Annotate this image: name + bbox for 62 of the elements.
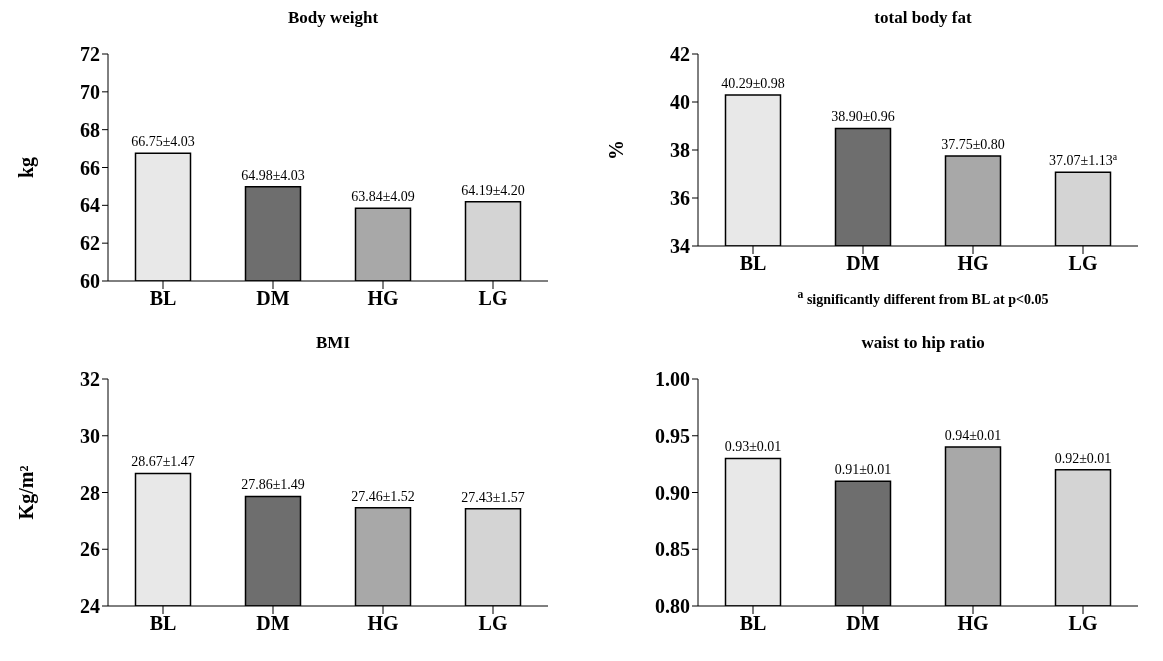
- data-label: 0.93±0.01: [724, 439, 782, 455]
- chart-title: Body weight: [287, 8, 379, 27]
- chart-title: BMI: [316, 333, 350, 352]
- y-tick-label: 70: [80, 80, 100, 103]
- y-axis-title: kg: [15, 156, 39, 179]
- y-tick-label: 64: [80, 194, 100, 217]
- data-label: 38.90±0.96: [831, 109, 895, 125]
- x-tick-label: LG: [478, 287, 508, 310]
- x-tick-label: DM: [846, 252, 880, 275]
- x-tick-label: BL: [149, 612, 177, 635]
- y-tick-label: 40: [670, 91, 690, 114]
- x-tick-label: DM: [256, 612, 290, 635]
- x-tick-label: LG: [1068, 252, 1098, 275]
- y-tick-label: 34: [670, 235, 690, 258]
- y-tick-label: 68: [80, 118, 100, 141]
- x-tick-label: HG: [367, 612, 399, 635]
- y-tick-label: 26: [80, 538, 100, 561]
- chart-title: waist to hip ratio: [861, 333, 985, 352]
- data-label: 64.98±4.03: [241, 167, 305, 183]
- data-label: 27.43±1.57: [461, 489, 525, 505]
- y-tick-label: 62: [80, 232, 100, 255]
- data-label: 27.46±1.52: [351, 488, 415, 504]
- text: $^{a}$ significantly different from BL at p<0.05: [797, 288, 1049, 307]
- x-tick-label: HG: [957, 252, 989, 275]
- data-label: 0.94±0.01: [944, 428, 1002, 444]
- y-tick-label: 0.95: [655, 424, 690, 447]
- y-tick-label: 32: [80, 368, 100, 391]
- x-tick-label: LG: [1068, 612, 1098, 635]
- x-tick-label: HG: [957, 612, 989, 635]
- data-label: 28.67±1.47: [131, 454, 195, 470]
- data-label: 66.75±4.03: [131, 134, 195, 150]
- data-label: 64.19±4.20: [461, 182, 525, 198]
- x-tick-label: BL: [149, 287, 177, 310]
- x-tick-label: BL: [739, 252, 767, 275]
- x-tick-label: BL: [739, 612, 767, 635]
- data-label: 63.84±4.09: [351, 189, 415, 205]
- data-label: 0.92±0.01: [1054, 450, 1112, 466]
- y-tick-label: 36: [670, 187, 690, 210]
- x-tick-label: DM: [256, 287, 290, 310]
- data-label: 37.07±1.13$^{a}$: [1048, 150, 1118, 169]
- data-label: 27.86±1.49: [241, 477, 305, 493]
- y-tick-label: 0.80: [655, 595, 690, 618]
- y-tick-label: 28: [80, 481, 100, 504]
- y-tick-label: 0.90: [655, 481, 690, 504]
- x-tick-label: LG: [478, 612, 508, 635]
- y-tick-label: 24: [80, 595, 100, 618]
- x-tick-label: HG: [367, 287, 399, 310]
- x-tick-label: DM: [846, 612, 880, 635]
- data-label: 0.91±0.01: [834, 462, 892, 478]
- data-label: 40.29±0.98: [721, 76, 785, 92]
- y-tick-label: 72: [80, 43, 100, 66]
- y-tick-label: 66: [80, 156, 100, 179]
- chart-title: total body fat: [874, 8, 972, 27]
- y-tick-label: 60: [80, 270, 100, 293]
- y-axis-title: %: [605, 140, 628, 160]
- y-axis-title: Kg/m²: [15, 465, 39, 520]
- data-label: 37.75±0.80: [941, 137, 1005, 152]
- y-tick-label: 1.00: [655, 368, 690, 391]
- y-tick-label: 38: [670, 139, 690, 162]
- y-tick-label: 42: [670, 43, 690, 66]
- y-tick-label: 30: [80, 424, 100, 447]
- y-tick-label: 0.85: [655, 538, 690, 561]
